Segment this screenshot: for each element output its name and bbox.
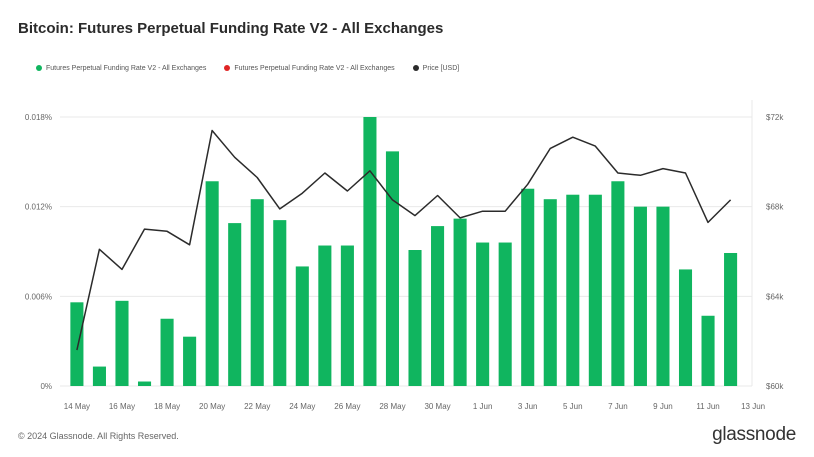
- price-line: [76, 129, 732, 351]
- funding-rate-bar: [656, 206, 670, 386]
- y-left-tick-label: 0%: [40, 382, 52, 391]
- funding-rate-bar: [498, 242, 512, 386]
- x-tick-label: 11 Jun: [696, 402, 719, 411]
- x-tick-label: 20 May: [199, 402, 225, 411]
- x-tick-label: 28 May: [379, 402, 405, 411]
- y-right-tick-label: $68k: [766, 203, 784, 212]
- funding-rate-bar: [228, 223, 242, 386]
- y-right-tick-label: $64k: [766, 292, 784, 301]
- funding-rate-bar: [137, 381, 152, 386]
- x-tick-label: 16 May: [109, 402, 135, 411]
- x-tick-label: 30 May: [424, 402, 450, 411]
- x-tick-label: 24 May: [289, 402, 315, 411]
- funding-rate-bar: [678, 269, 693, 386]
- funding-rate-bar: [408, 250, 422, 386]
- funding-rate-bar: [115, 300, 129, 386]
- x-tick-label: 9 Jun: [653, 402, 673, 411]
- funding-rate-bar: [183, 336, 197, 386]
- funding-rate-bar: [70, 302, 84, 386]
- funding-rate-bar: [633, 206, 647, 386]
- y-right-tick-label: $72k: [766, 113, 784, 122]
- x-tick-label: 22 May: [244, 402, 270, 411]
- legend-item-funding-negative[interactable]: Futures Perpetual Funding Rate V2 - All …: [224, 64, 395, 72]
- x-tick-label: 13 Jun: [741, 402, 765, 411]
- funding-rate-bar: [160, 318, 174, 386]
- funding-rate-bar: [385, 151, 400, 386]
- legend-label: Price [USD]: [422, 64, 460, 72]
- legend-item-funding-positive[interactable]: Futures Perpetual Funding Rate V2 - All …: [36, 65, 206, 72]
- legend-dot-icon: [224, 65, 231, 71]
- x-tick-label: 26 May: [334, 402, 360, 411]
- funding-rate-bar: [431, 226, 445, 386]
- chart-title: Bitcoin: Futures Perpetual Funding Rate …: [18, 20, 444, 37]
- funding-rate-bar: [701, 315, 715, 386]
- copyright-text: © 2024 Glassnode. All Rights Reserved.: [18, 431, 179, 441]
- funding-rate-bar: [273, 220, 287, 386]
- funding-rate-bar: [521, 188, 535, 386]
- x-tick-label: 7 Jun: [608, 402, 628, 411]
- funding-rate-bar: [453, 218, 467, 386]
- funding-rate-bar: [566, 194, 580, 386]
- y-left-tick-label: 0.018%: [25, 113, 52, 122]
- y-right-tick-label: $60k: [766, 382, 784, 391]
- funding-rate-bar: [318, 245, 332, 386]
- chart-legend: Futures Perpetual Funding Rate V2 - All …: [36, 62, 477, 74]
- x-tick-label: 18 May: [154, 402, 180, 411]
- funding-rate-bar: [476, 242, 490, 386]
- funding-rate-bar: [543, 199, 557, 386]
- brand-logo: glassnode: [712, 424, 796, 445]
- legend-item-price[interactable]: Price [USD]: [412, 64, 460, 72]
- legend-dot-icon: [36, 65, 42, 71]
- funding-rate-bar: [92, 366, 106, 386]
- x-tick-label: 1 Jun: [473, 402, 493, 411]
- funding-rate-bar: [295, 266, 309, 386]
- funding-rate-bar: [250, 199, 264, 386]
- funding-rate-bar: [588, 194, 602, 386]
- x-tick-label: 5 Jun: [563, 402, 583, 411]
- funding-rate-bar: [363, 117, 377, 386]
- x-tick-label: 14 May: [64, 402, 90, 411]
- funding-rate-bar: [611, 181, 625, 386]
- funding-rate-bar: [724, 252, 738, 386]
- legend-label: Futures Perpetual Funding Rate V2 - All …: [46, 64, 207, 72]
- y-left-tick-label: 0.012%: [25, 203, 52, 212]
- funding-rate-bar: [205, 181, 219, 386]
- legend-label: Futures Perpetual Funding Rate V2 - All …: [234, 64, 395, 72]
- funding-rate-bar: [340, 245, 354, 386]
- legend-dot-icon: [412, 65, 419, 71]
- x-tick-label: 3 Jun: [518, 402, 538, 411]
- y-left-tick-label: 0.006%: [25, 292, 52, 301]
